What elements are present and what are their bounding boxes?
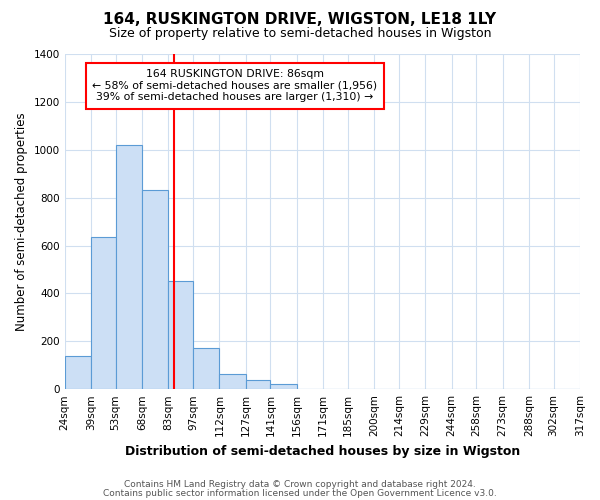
Bar — [271, 384, 297, 389]
Text: Contains public sector information licensed under the Open Government Licence v3: Contains public sector information licen… — [103, 488, 497, 498]
Y-axis label: Number of semi-detached properties: Number of semi-detached properties — [15, 112, 28, 331]
Bar — [246, 380, 271, 389]
Text: Size of property relative to semi-detached houses in Wigston: Size of property relative to semi-detach… — [109, 28, 491, 40]
Text: 164, RUSKINGTON DRIVE, WIGSTON, LE18 1LY: 164, RUSKINGTON DRIVE, WIGSTON, LE18 1LY — [103, 12, 497, 28]
Bar — [220, 374, 246, 389]
Bar — [65, 356, 91, 389]
Text: 164 RUSKINGTON DRIVE: 86sqm
← 58% of semi-detached houses are smaller (1,956)
39: 164 RUSKINGTON DRIVE: 86sqm ← 58% of sem… — [92, 69, 377, 102]
Bar — [91, 237, 116, 389]
Bar — [116, 145, 142, 389]
Text: Contains HM Land Registry data © Crown copyright and database right 2024.: Contains HM Land Registry data © Crown c… — [124, 480, 476, 489]
X-axis label: Distribution of semi-detached houses by size in Wigston: Distribution of semi-detached houses by … — [125, 444, 520, 458]
Bar — [142, 190, 169, 389]
Bar — [193, 348, 220, 389]
Bar — [169, 282, 193, 389]
